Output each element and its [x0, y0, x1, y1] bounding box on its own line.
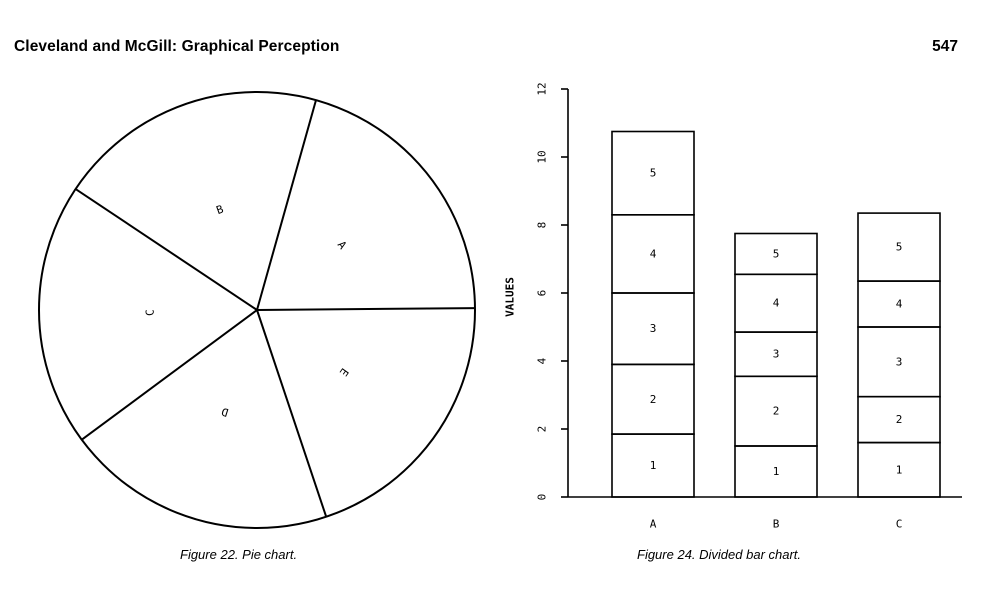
pie-outline [38, 91, 476, 529]
pie-slice-label: A [335, 239, 350, 252]
bar-segment [857, 212, 941, 282]
bar-segment-label: 3 [773, 348, 780, 361]
pie-slice-label: E [337, 366, 351, 379]
bar-segment-label: 5 [896, 241, 903, 254]
x-category-label: B [773, 518, 780, 531]
bar-segment-label: 3 [650, 322, 657, 335]
pie-slice-boundary [256, 309, 328, 518]
y-tick-label: 12 [536, 82, 549, 95]
page-number: 547 [932, 38, 958, 55]
pie-slice-boundary [81, 309, 258, 441]
bar-segment-label: 2 [896, 413, 903, 426]
bar-segment-label: 2 [773, 405, 780, 418]
pie-slice-label: B [215, 202, 226, 217]
pie-slice-label: C [144, 309, 157, 316]
bar-segment-label: 4 [896, 298, 903, 311]
x-category-label: A [650, 518, 657, 531]
bar-segment [734, 232, 818, 276]
pie-chart: A B C D E [38, 91, 476, 529]
bar-segment-label: 3 [896, 355, 903, 368]
pie-slice-label: D [220, 405, 230, 419]
pie-slice-boundary [75, 188, 258, 311]
pie-slice-boundary [256, 307, 476, 311]
bar-segment-label: 5 [650, 167, 657, 180]
bar-segment-label: 1 [650, 459, 657, 472]
y-tick-label: 6 [536, 290, 549, 297]
bar-segment-label: 1 [773, 465, 780, 478]
bar-segment-label: 2 [650, 393, 657, 406]
y-tick-label: 8 [536, 222, 549, 229]
y-tick-label: 4 [536, 357, 549, 364]
pie-slice-boundary [256, 99, 317, 311]
figure-24-caption: Figure 24. Divided bar chart. [637, 547, 802, 562]
bar-segment-label: 5 [773, 247, 780, 260]
y-tick-label: 0 [536, 494, 549, 501]
running-head: Cleveland and McGill: Graphical Percepti… [14, 38, 340, 55]
y-tick-label: 10 [536, 150, 549, 163]
figure-22-caption: Figure 22. Pie chart. [180, 547, 298, 562]
bar-segment-label: 1 [896, 463, 903, 476]
y-axis-label: VALUES [504, 277, 517, 317]
y-tick-label: 2 [536, 426, 549, 433]
bar-segment [611, 130, 695, 216]
bar-segment-label: 4 [650, 247, 657, 260]
x-category-label: C [896, 518, 903, 531]
bar-segment-label: 4 [773, 297, 780, 310]
